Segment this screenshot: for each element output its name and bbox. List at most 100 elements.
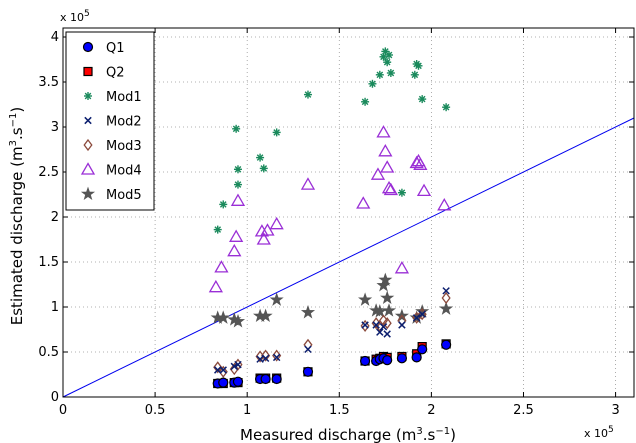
point-mod1 — [303, 90, 312, 99]
legend-marker — [80, 162, 96, 175]
axis-ticks: 0 0.5 1 1.5 2 2.5 3 0 0.5 1 1.5 2 2.5 3 3.5 4 — [38, 28, 634, 418]
point-mod1 — [375, 70, 384, 79]
point-mod2 — [304, 345, 312, 354]
point-mod2 — [261, 354, 270, 363]
legend-item-mod5: Mod5 — [80, 186, 142, 203]
legend-marker — [80, 186, 96, 201]
legend-item-q1: Q1 — [82, 41, 125, 56]
point-mod3 — [213, 361, 223, 374]
point-q1 — [411, 352, 422, 363]
point-mod1 — [383, 58, 392, 67]
legend-label: Mod1 — [106, 90, 142, 105]
y-tick-label: 1.5 — [38, 255, 59, 270]
point-mod2 — [256, 355, 264, 363]
point-q1 — [302, 366, 314, 377]
point-mod3 — [218, 365, 228, 378]
point-mod2 — [230, 362, 239, 371]
point-mod5 — [258, 308, 273, 323]
point-mod4 — [356, 196, 371, 209]
point-mod5 — [378, 272, 393, 287]
y-axis-label: Estimated discharge (m3.s−1) — [8, 107, 26, 325]
point-mod1 — [259, 164, 268, 173]
point-mod2 — [361, 321, 369, 329]
point-mod4 — [437, 197, 452, 211]
point-q1 — [232, 376, 244, 387]
one-to-one-line — [62, 117, 635, 398]
point-mod1 — [233, 180, 242, 189]
legend-item-q2: Q2 — [83, 66, 125, 81]
y-tick-label: 2 — [51, 210, 59, 225]
point-mod4 — [260, 223, 275, 236]
legend-marker — [83, 138, 93, 152]
y-tick-label: 2.5 — [38, 165, 59, 180]
point-mod5 — [381, 303, 397, 317]
point-mod1 — [256, 153, 265, 162]
point-mod5 — [358, 292, 373, 306]
point-mod2 — [412, 314, 421, 322]
y-tick-label: 3 — [51, 120, 59, 135]
point-mod2 — [379, 323, 388, 331]
point-mod1 — [368, 79, 377, 88]
legend-box — [65, 31, 155, 211]
point-mod5 — [216, 310, 231, 324]
point-mod4 — [416, 183, 432, 197]
point-mod4 — [269, 216, 284, 230]
legend-marker — [84, 116, 92, 125]
point-mod2 — [272, 353, 281, 362]
legend-label: Q1 — [106, 41, 125, 56]
y-tick-label: 0 — [51, 390, 59, 405]
y-tick-label: 0.5 — [38, 345, 59, 360]
series-mod4 — [208, 125, 452, 293]
point-mod1 — [381, 47, 390, 56]
series-markers — [208, 47, 454, 389]
legend-marker — [83, 66, 93, 77]
point-mod4 — [208, 279, 224, 293]
point-mod4 — [383, 182, 398, 196]
point-mod2 — [219, 366, 227, 374]
point-mod2 — [213, 366, 222, 374]
point-mod1 — [397, 188, 406, 197]
point-mod1 — [386, 69, 395, 77]
point-q1 — [382, 355, 393, 366]
point-mod4 — [370, 167, 386, 180]
point-mod2 — [234, 360, 242, 369]
x-tick-label: 2 — [427, 403, 435, 418]
point-mod5 — [230, 313, 246, 328]
point-mod1 — [233, 165, 242, 174]
point-mod1 — [385, 51, 394, 59]
point-mod2 — [376, 328, 384, 336]
y-tick-label: 1 — [51, 300, 59, 315]
x-tick-label: 1 — [243, 403, 251, 418]
x-axis-label: Measured discharge (m3.s−1) — [240, 426, 456, 443]
legend-label: Mod4 — [106, 164, 142, 179]
point-mod1 — [418, 95, 427, 104]
x-tick-label: 1.5 — [329, 403, 350, 418]
series-q2 — [213, 339, 451, 389]
point-mod1 — [232, 124, 241, 133]
legend-item-mod3: Mod3 — [83, 138, 142, 154]
point-mod1 — [414, 61, 423, 70]
point-mod2 — [418, 310, 426, 318]
point-mod4 — [230, 193, 246, 206]
legend-marker — [84, 92, 92, 100]
y-tick-label: 4 — [51, 30, 59, 45]
point-mod2 — [398, 321, 406, 329]
point-mod4 — [394, 260, 410, 274]
point-mod2 — [383, 330, 391, 338]
grid-lines — [63, 28, 634, 397]
legend-label: Q2 — [106, 66, 125, 81]
series-mod1 — [213, 47, 451, 234]
legend-label: Mod5 — [106, 188, 142, 203]
point-mod1 — [219, 200, 228, 209]
point-q1 — [441, 339, 452, 350]
point-q1 — [417, 344, 428, 355]
x-tick-label: 0.5 — [145, 403, 166, 418]
point-q1 — [271, 373, 282, 385]
point-mod5 — [300, 304, 316, 319]
point-mod2 — [372, 321, 380, 329]
point-mod1 — [410, 70, 419, 79]
point-q1 — [260, 373, 271, 385]
point-mod4 — [229, 229, 244, 242]
point-mod4 — [380, 160, 395, 173]
